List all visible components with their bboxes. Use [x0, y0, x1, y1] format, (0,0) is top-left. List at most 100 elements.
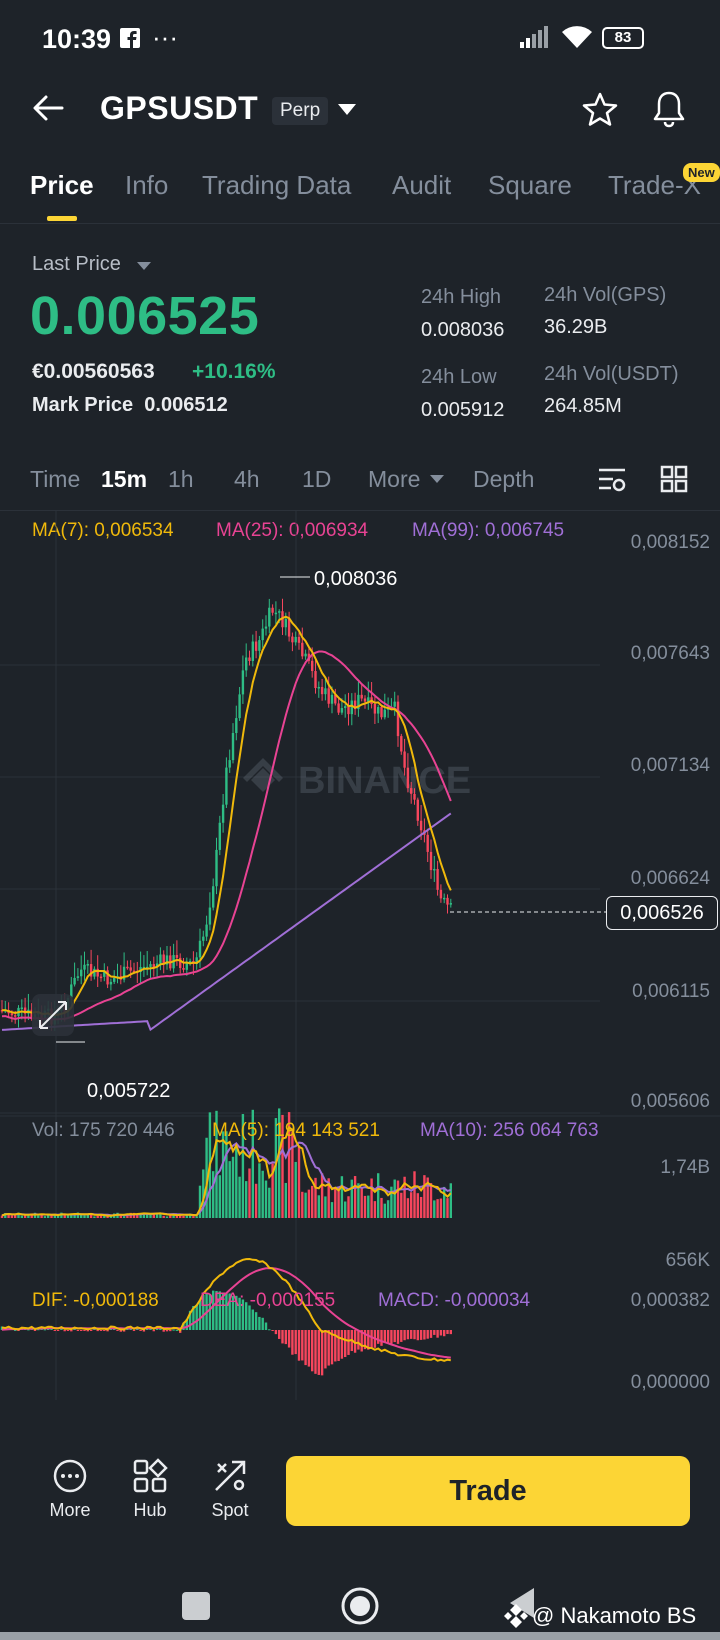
volume-bar — [30, 1213, 33, 1218]
tab-audit[interactable]: Audit — [392, 170, 452, 200]
macd-bar — [390, 1330, 393, 1344]
chart-top-divider — [0, 510, 720, 511]
ma99-line — [1, 812, 452, 1032]
more-label: More — [49, 1500, 91, 1520]
pair-title[interactable]: GPSUSDT — [100, 90, 259, 126]
grid-layout-icon[interactable] — [660, 465, 688, 493]
volume-bar — [436, 1199, 439, 1218]
hub-button[interactable]: Hub — [120, 1458, 180, 1521]
candle-body — [284, 618, 287, 628]
candle-body — [248, 657, 251, 661]
volume-bar — [103, 1215, 106, 1218]
tab-trading-data[interactable]: Trading Data — [202, 170, 352, 200]
macd-bar — [7, 1326, 10, 1330]
macd-bar — [406, 1330, 410, 1340]
macd-bar — [73, 1329, 76, 1331]
candle-body — [340, 708, 344, 713]
candle-body — [314, 671, 317, 689]
star-icon[interactable] — [582, 92, 618, 126]
home-nav-icon[interactable] — [340, 1586, 380, 1626]
mark-price-value: 0.006512 — [144, 394, 228, 416]
interval-4h[interactable]: 4h — [234, 466, 260, 492]
candle-body — [208, 907, 212, 925]
interval-15m[interactable]: 15m — [101, 466, 148, 492]
macd-bar — [301, 1330, 304, 1361]
tab-square[interactable]: Square — [488, 170, 572, 200]
volume-bar — [212, 1171, 215, 1218]
volume-bar — [367, 1195, 370, 1218]
candle-body — [235, 718, 238, 734]
tab-price[interactable]: Price — [30, 170, 94, 200]
volume-bar — [76, 1212, 80, 1218]
macd-bar — [162, 1330, 165, 1332]
volume-bar — [119, 1215, 122, 1218]
candle-body — [380, 707, 383, 718]
spot-button[interactable]: Spot — [200, 1458, 260, 1521]
macd-bar — [17, 1330, 20, 1331]
macd-bar — [66, 1330, 70, 1331]
kline-chart[interactable]: BINANCE — [0, 510, 720, 1430]
candle-body — [241, 670, 245, 695]
candle-body — [357, 694, 360, 710]
high-value: 0.008036 — [421, 319, 505, 341]
volume-bar — [202, 1169, 205, 1218]
interval-1d[interactable]: 1D — [302, 466, 332, 492]
macd-bar — [149, 1328, 152, 1330]
candle-body — [23, 1007, 27, 1014]
recents-nav-icon[interactable] — [182, 1592, 210, 1620]
macd-bar — [56, 1330, 60, 1331]
volume-bar — [56, 1215, 60, 1218]
candle-body — [162, 954, 165, 965]
macd-bar — [63, 1330, 66, 1332]
macd-bar — [264, 1322, 268, 1330]
bell-icon[interactable] — [652, 90, 686, 128]
interval-depth[interactable]: Depth — [473, 466, 535, 492]
fullscreen-toggle-icon[interactable] — [32, 994, 74, 1036]
volume-bar — [185, 1214, 188, 1218]
candle-body — [215, 849, 218, 887]
candle-body — [429, 851, 433, 871]
volume-bar — [139, 1214, 142, 1218]
candle-body — [330, 694, 334, 704]
interval-1h[interactable]: 1h — [168, 466, 194, 492]
candle-body — [291, 636, 294, 643]
high-marker-label: 0,008036 — [314, 568, 398, 590]
candle-body — [278, 611, 281, 613]
macd-bar — [89, 1330, 93, 1331]
candle-body — [261, 628, 264, 641]
volume-bar — [370, 1178, 373, 1218]
volume-bar — [40, 1213, 43, 1218]
tab-info[interactable]: Info — [125, 170, 169, 200]
back-arrow-icon[interactable] — [32, 94, 64, 122]
more-dropdown-icon[interactable] — [430, 475, 444, 484]
wifi-icon — [562, 26, 592, 48]
candle-body — [179, 957, 182, 968]
candle-body — [324, 688, 327, 695]
back-nav-icon[interactable] — [506, 1586, 536, 1620]
chart-grid — [0, 510, 720, 1400]
macd-bar — [426, 1330, 429, 1339]
candles-group — [0, 598, 452, 1031]
more-button[interactable]: More — [40, 1458, 100, 1521]
volume-bar — [439, 1198, 443, 1218]
volume-bar — [324, 1196, 327, 1218]
volume-bar — [330, 1202, 334, 1218]
macd-bar — [228, 1293, 231, 1330]
more-notifications-icon: ··· — [152, 22, 178, 52]
macd-bar — [70, 1330, 73, 1332]
price-change-percent: +10.16% — [192, 360, 276, 383]
candle-body — [320, 686, 324, 695]
interval-time[interactable]: Time — [30, 466, 81, 492]
last-price-label[interactable]: Last Price — [32, 253, 121, 275]
interval-more[interactable]: More — [368, 466, 421, 492]
trade-button[interactable]: Trade — [286, 1456, 690, 1526]
macd-bar — [429, 1330, 433, 1338]
last-price-dropdown-icon[interactable] — [137, 262, 151, 271]
indicator-settings-icon[interactable] — [597, 466, 627, 494]
volume-bar — [317, 1195, 320, 1218]
macd-bar — [179, 1330, 182, 1333]
macd-bar — [136, 1328, 139, 1330]
volume-bar — [396, 1180, 400, 1218]
low-value: 0.005912 — [421, 399, 505, 421]
pair-dropdown-icon[interactable] — [338, 104, 356, 116]
